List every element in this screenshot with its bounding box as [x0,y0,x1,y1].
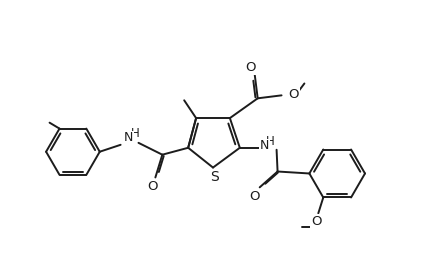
Text: N: N [124,131,133,144]
Text: O: O [249,190,260,203]
Text: S: S [211,170,219,184]
Text: H: H [131,128,140,140]
Text: O: O [289,88,299,101]
Text: O: O [246,61,256,74]
Text: O: O [311,215,322,228]
Text: H: H [266,135,275,148]
Text: O: O [147,180,158,193]
Text: N: N [260,139,269,152]
